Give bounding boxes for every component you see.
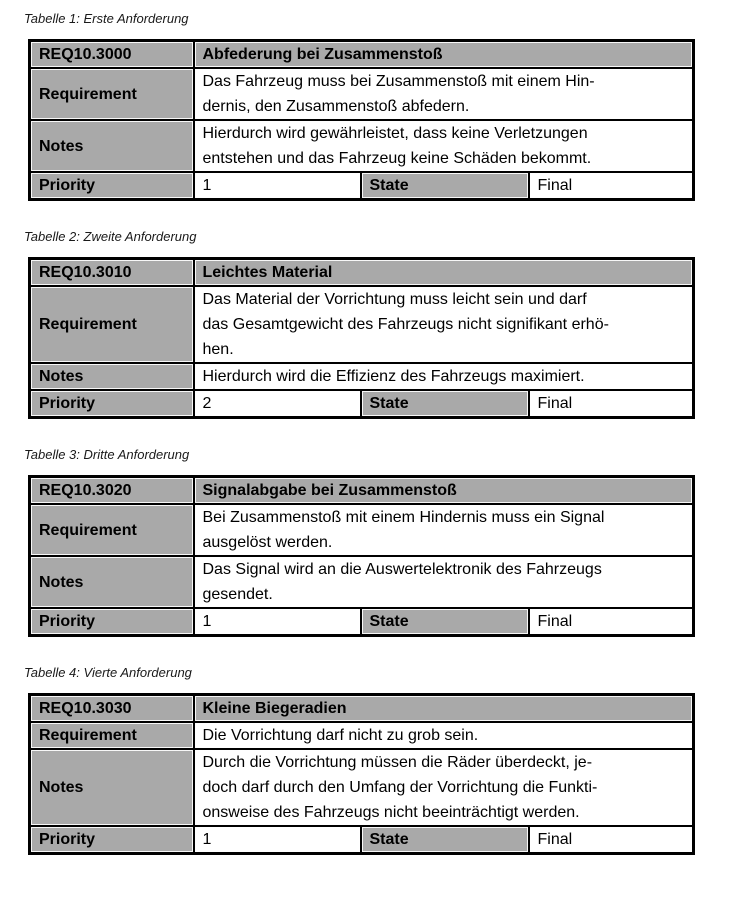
requirement-text-cell: Das Fahrzeug muss bei Zusammenstoß mit e… (192, 67, 695, 121)
table-row-notes: Notes Hierdurch wird gewährleistet, dass… (28, 119, 695, 173)
priority-label-cell: Priority (28, 389, 195, 419)
state-label-cell: State (359, 825, 530, 855)
table-row-priority: Priority 1 State Final (28, 607, 695, 637)
notes-text-cell: Hierdurch wird die Effizienz des Fahrzeu… (192, 362, 695, 391)
requirement-text-cell: Bei Zusammenstoß mit einem Hindernis mus… (192, 503, 695, 557)
state-label-cell: State (359, 171, 530, 201)
req-id-cell: REQ10.3020 (28, 475, 195, 505)
requirement-label-cell: Requirement (28, 285, 195, 364)
table-row-notes: Notes Hierdurch wird die Effizienz des F… (28, 362, 695, 391)
requirement-table-section-2: Tabelle 2: Zweite Anforderung REQ10.3010… (24, 229, 729, 419)
table-row-priority: Priority 1 State Final (28, 825, 695, 855)
table-row-priority: Priority 2 State Final (28, 389, 695, 419)
table-row-notes: Notes Durch die Vorrichtung müssen die R… (28, 748, 695, 827)
requirement-label-cell: Requirement (28, 503, 195, 557)
requirement-label-cell: Requirement (28, 67, 195, 121)
state-value-cell: Final (527, 389, 695, 419)
table-row-header: REQ10.3020 Signalabgabe bei Zusammenstoß (28, 475, 695, 505)
notes-text-cell: Hierdurch wird gewährleistet, dass keine… (192, 119, 695, 173)
requirement-table-section-4: Tabelle 4: Vierte Anforderung REQ10.3030… (24, 665, 729, 855)
state-label-cell: State (359, 607, 530, 637)
table-row-header: REQ10.3010 Leichtes Material (28, 257, 695, 287)
priority-label-cell: Priority (28, 171, 195, 201)
priority-value-cell: 2 (192, 389, 362, 419)
table-row-header: REQ10.3000 Abfederung bei Zusammenstoß (28, 39, 695, 69)
requirement-table: REQ10.3020 Signalabgabe bei Zusammenstoß… (28, 475, 696, 637)
table-row-notes: Notes Das Signal wird an die Auswertelek… (28, 555, 695, 609)
req-title-cell: Signalabgabe bei Zusammenstoß (192, 475, 695, 505)
priority-value-cell: 1 (192, 825, 362, 855)
priority-label-cell: Priority (28, 607, 195, 637)
table-caption: Tabelle 3: Dritte Anforderung (24, 447, 190, 462)
table-row-requirement: Requirement Die Vorrichtung darf nicht z… (28, 721, 695, 750)
requirement-table: REQ10.3000 Abfederung bei Zusammenstoß R… (28, 39, 696, 201)
req-title-cell: Kleine Biegeradien (192, 693, 695, 723)
table-caption: Tabelle 2: Zweite Anforderung (24, 229, 197, 244)
state-value-cell: Final (527, 607, 695, 637)
table-row-requirement: Requirement Das Fahrzeug muss bei Zusamm… (28, 67, 695, 121)
requirement-table-section-3: Tabelle 3: Dritte Anforderung REQ10.3020… (24, 447, 729, 637)
table-row-header: REQ10.3030 Kleine Biegeradien (28, 693, 695, 723)
notes-text-cell: Durch die Vorrichtung müssen die Räder ü… (192, 748, 695, 827)
requirement-table: REQ10.3010 Leichtes Material Requirement… (28, 257, 696, 419)
table-row-requirement: Requirement Das Material der Vorrichtung… (28, 285, 695, 364)
priority-label-cell: Priority (28, 825, 195, 855)
table-caption: Tabelle 4: Vierte Anforderung (24, 665, 192, 680)
requirement-table-section-1: Tabelle 1: Erste Anforderung REQ10.3000 … (24, 11, 729, 201)
notes-label-cell: Notes (28, 748, 195, 827)
req-id-cell: REQ10.3030 (28, 693, 195, 723)
requirement-table: REQ10.3030 Kleine Biegeradien Requiremen… (28, 693, 696, 855)
req-title-cell: Leichtes Material (192, 257, 695, 287)
priority-value-cell: 1 (192, 171, 362, 201)
state-value-cell: Final (527, 825, 695, 855)
priority-value-cell: 1 (192, 607, 362, 637)
notes-label-cell: Notes (28, 362, 195, 391)
table-row-priority: Priority 1 State Final (28, 171, 695, 201)
state-label-cell: State (359, 389, 530, 419)
requirement-text-cell: Die Vorrichtung darf nicht zu grob sein. (192, 721, 695, 750)
requirement-text-cell: Das Material der Vorrichtung muss leicht… (192, 285, 695, 364)
state-value-cell: Final (527, 171, 695, 201)
table-row-requirement: Requirement Bei Zusammenstoß mit einem H… (28, 503, 695, 557)
requirement-label-cell: Requirement (28, 721, 195, 750)
notes-text-cell: Das Signal wird an die Auswertelektronik… (192, 555, 695, 609)
notes-label-cell: Notes (28, 555, 195, 609)
table-caption: Tabelle 1: Erste Anforderung (24, 11, 189, 26)
notes-label-cell: Notes (28, 119, 195, 173)
req-title-cell: Abfederung bei Zusammenstoß (192, 39, 695, 69)
req-id-cell: REQ10.3010 (28, 257, 195, 287)
req-id-cell: REQ10.3000 (28, 39, 195, 69)
